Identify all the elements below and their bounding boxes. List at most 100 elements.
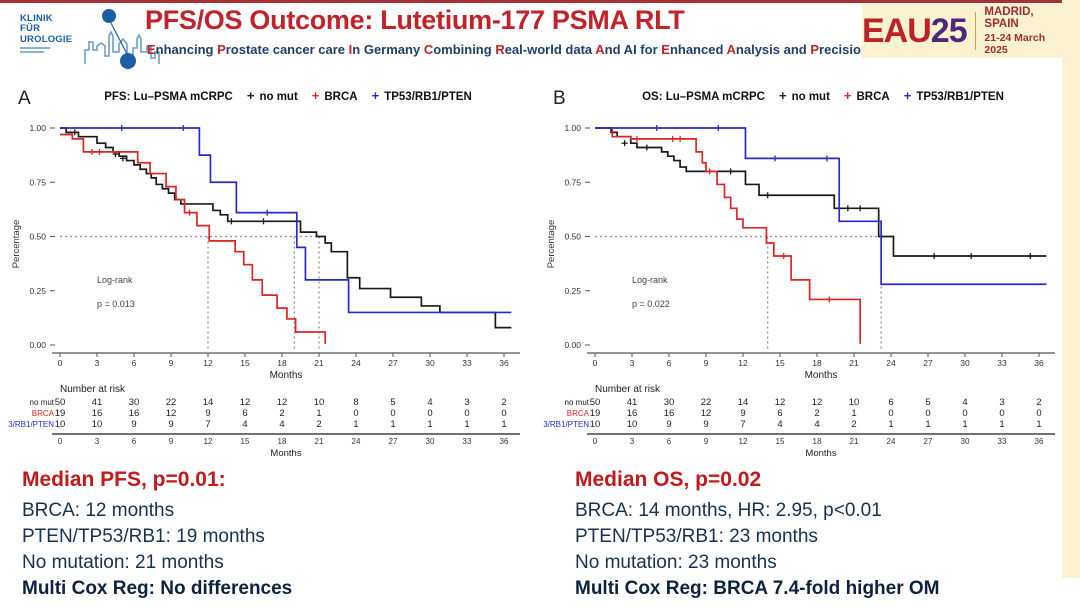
subtitle-word-initial: A [623, 42, 634, 57]
risk-value: 6 [242, 408, 247, 419]
risk-x-tick-label: 27 [924, 437, 933, 446]
summary-os: Median OS, p=0.02 BRCA: 14 months, HR: 2… [575, 468, 1080, 602]
risk-value: 14 [203, 397, 214, 408]
risk-x-tick-label: 21 [850, 437, 859, 446]
risk-value: 12 [277, 397, 288, 408]
balloon-icon [102, 9, 116, 23]
risk-x-tick-label: 12 [204, 437, 213, 446]
risk-x-tick-label: 24 [352, 437, 361, 446]
risk-value: 1 [464, 419, 469, 430]
x-axis-label: Months [805, 370, 838, 381]
summary-pfs-heading: Median PFS, p=0.01: [22, 468, 226, 491]
y-tick-label: 0.50 [29, 232, 46, 242]
risk-value: 8 [353, 397, 358, 408]
eau-logo-name: EAU [862, 11, 932, 50]
x-tick-label: 3 [630, 358, 635, 368]
subtitle-word-rest: I [633, 42, 641, 57]
klinik-logo-line: UROLOGIE [20, 33, 73, 45]
risk-value: 30 [129, 397, 140, 408]
summary-pfs: Median PFS, p=0.01: BRCA: 12 months PTEN/… [22, 468, 527, 602]
x-tick-label: 0 [58, 358, 63, 368]
panel-label: A [18, 88, 31, 109]
page-subtitle: Enhancing Prostate cancer care In German… [147, 42, 869, 57]
x-tick-label: 27 [923, 358, 933, 368]
risk-x-tick-label: 9 [169, 437, 174, 446]
plot-title: OS: Lu–PSMA mCRPC + no mut + BRCA + TP53/RB1/P… [642, 88, 1004, 103]
risk-table-title: Number at risk [595, 384, 661, 395]
risk-value: 1 [962, 419, 967, 430]
x-tick-label: 33 [997, 358, 1007, 368]
risk-value: 1 [1036, 419, 1041, 430]
x-tick-label: 6 [667, 358, 672, 368]
km-curve-no-mut [60, 127, 512, 329]
risk-value: 16 [664, 408, 675, 419]
subtitle-word-rest: nd [604, 42, 624, 57]
risk-value: 14 [738, 397, 749, 408]
risk-row-label: TP53/RB1/PTEN [543, 420, 589, 429]
subtitle-word-initial: f [640, 42, 645, 57]
subtitle-word-initial: c [272, 42, 280, 57]
y-tick-label: 0.25 [29, 286, 46, 296]
subtitle-word-initial: A [726, 42, 736, 57]
subtitle-word-rest: nhanced [669, 42, 727, 57]
risk-value: 41 [627, 397, 638, 408]
risk-value: 0 [962, 408, 967, 419]
subtitle-word-rest: eal-world [504, 42, 566, 57]
x-tick-label: 33 [462, 358, 472, 368]
risk-value: 1 [888, 419, 893, 430]
risk-value: 0 [999, 408, 1004, 419]
risk-value: 9 [666, 419, 671, 430]
klinik-logo-line: KLINIK [20, 13, 53, 24]
logrank-label: Log-rank [632, 275, 668, 285]
eau25-logo: EAU25 MADRID, SPAIN 21-24 March 2025 [862, 4, 1062, 58]
risk-value: 50 [590, 397, 601, 408]
x-tick-label: 36 [1034, 358, 1044, 368]
summary-bold-line: Multi Cox Reg: BRCA 7.4-fold higher OM [575, 578, 940, 599]
x-tick-label: 15 [775, 358, 785, 368]
eau-city: MADRID, SPAIN [984, 6, 1034, 30]
risk-value: 2 [1036, 397, 1041, 408]
km-plot-B: B OS: Lu–PSMA mCRPC + no mut + BRCA + TP53/RB1/… [529, 88, 1055, 459]
risk-value: 12 [812, 397, 823, 408]
risk-value: 7 [740, 419, 745, 430]
risk-value: 4 [242, 419, 247, 430]
risk-x-tick-label: 12 [739, 437, 748, 446]
km-curve-tp53-rb1-pten [595, 127, 1047, 286]
risk-value: 1 [427, 419, 432, 430]
x-tick-label: 9 [704, 358, 709, 368]
risk-value: 10 [92, 419, 103, 430]
risk-x-tick-label: 6 [667, 437, 672, 446]
risk-value: 0 [390, 408, 395, 419]
klinik-logo-line: FÜR [20, 23, 41, 35]
risk-value: 12 [240, 397, 251, 408]
x-tick-label: 0 [593, 358, 598, 368]
x-tick-label: 18 [277, 358, 287, 368]
risk-x-tick-label: 9 [704, 437, 709, 446]
y-tick-label: 1.00 [29, 123, 46, 133]
subtitle-word-rest: are [325, 42, 349, 57]
summary-line: No mutation: 21 months [22, 552, 224, 573]
risk-value: 1 [851, 408, 856, 419]
subtitle-word-rest: ata [573, 42, 596, 57]
risk-value: 19 [590, 408, 601, 419]
risk-row-label: TP53/RB1/PTEN [8, 420, 54, 429]
risk-value: 10 [849, 397, 860, 408]
risk-value: 7 [205, 419, 210, 430]
risk-row-label: BRCA [567, 409, 590, 418]
risk-x-tick-label: 36 [1035, 437, 1044, 446]
risk-value: 0 [427, 408, 432, 419]
eau-logo-year: 25 [930, 11, 968, 50]
subtitle-word-rest: n [352, 42, 364, 57]
risk-value: 6 [888, 397, 893, 408]
summary-line: BRCA: 14 months, HR: 2.95, p<0.01 [575, 500, 882, 521]
subtitle-word-initial: R [495, 42, 505, 57]
y-tick-label: 0.00 [564, 340, 581, 350]
summary-line: PTEN/TP53/RB1: 19 months [22, 526, 265, 547]
risk-value: 1 [390, 419, 395, 430]
y-tick-label: 0.75 [564, 177, 581, 187]
risk-value: 2 [814, 408, 819, 419]
risk-x-tick-label: 30 [426, 437, 435, 446]
subtitle-word-rest: nd [790, 42, 811, 57]
risk-value: 0 [888, 408, 893, 419]
risk-value: 1 [316, 408, 321, 419]
